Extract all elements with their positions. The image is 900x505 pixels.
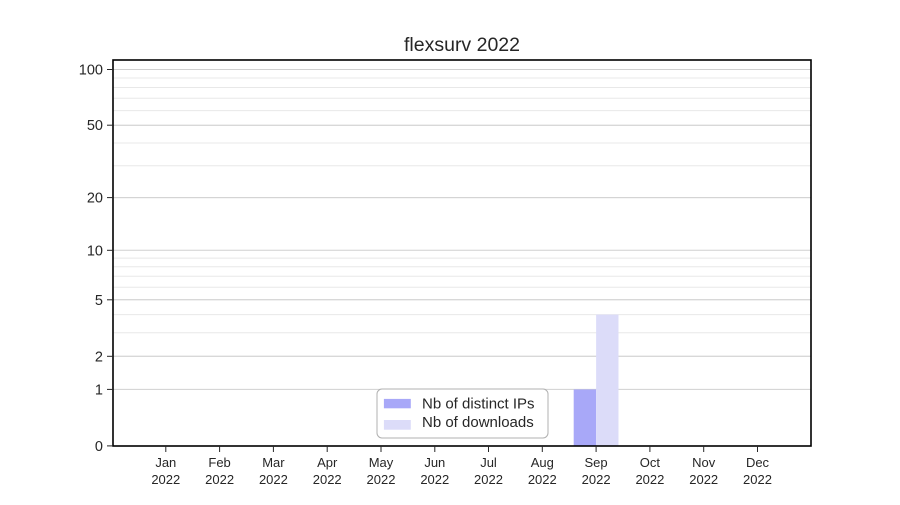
svg-text:2022: 2022 (689, 472, 718, 487)
svg-text:2022: 2022 (151, 472, 180, 487)
svg-text:Sep: Sep (585, 455, 608, 470)
svg-text:20: 20 (87, 191, 103, 207)
svg-text:Aug: Aug (531, 455, 554, 470)
svg-text:2022: 2022 (420, 472, 449, 487)
svg-text:Apr: Apr (317, 455, 338, 470)
svg-text:Dec: Dec (746, 455, 770, 470)
svg-text:Feb: Feb (208, 455, 230, 470)
svg-text:0: 0 (95, 439, 103, 455)
svg-text:5: 5 (95, 293, 103, 309)
svg-text:Mar: Mar (262, 455, 285, 470)
svg-text:2022: 2022 (313, 472, 342, 487)
svg-text:2022: 2022 (205, 472, 234, 487)
svg-text:2022: 2022 (528, 472, 557, 487)
svg-text:2022: 2022 (259, 472, 288, 487)
svg-text:Nov: Nov (692, 455, 716, 470)
svg-text:Jul: Jul (480, 455, 497, 470)
svg-text:Jun: Jun (424, 455, 445, 470)
svg-text:2022: 2022 (474, 472, 503, 487)
svg-text:Oct: Oct (640, 455, 661, 470)
svg-text:Nb of downloads: Nb of downloads (422, 414, 534, 431)
svg-text:May: May (369, 455, 394, 470)
svg-text:Jan: Jan (155, 455, 176, 470)
svg-text:Nb of distinct IPs: Nb of distinct IPs (422, 396, 535, 413)
svg-text:2022: 2022 (743, 472, 772, 487)
svg-text:2022: 2022 (635, 472, 664, 487)
svg-text:10: 10 (87, 243, 103, 259)
svg-text:2022: 2022 (582, 472, 611, 487)
svg-text:100: 100 (79, 63, 103, 79)
svg-text:50: 50 (87, 118, 103, 134)
svg-text:1: 1 (95, 382, 103, 398)
svg-text:2: 2 (95, 349, 103, 365)
svg-text:flexsurv 2022: flexsurv 2022 (404, 34, 520, 56)
svg-text:2022: 2022 (367, 472, 396, 487)
